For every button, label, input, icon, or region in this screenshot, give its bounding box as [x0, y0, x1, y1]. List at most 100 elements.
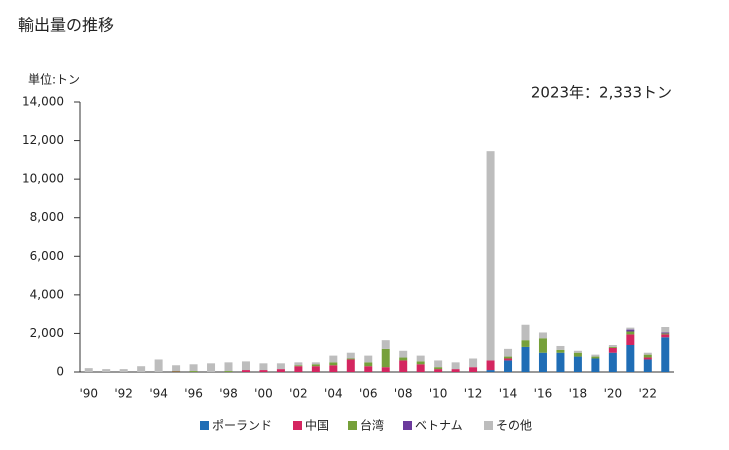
legend-swatch [484, 421, 493, 430]
bar-segment [608, 346, 617, 348]
bar-segment [329, 355, 338, 363]
legend-label: ポーランド [212, 419, 272, 433]
x-tick-label: '92 [114, 387, 133, 401]
y-tick-label: 10,000 [22, 172, 64, 186]
bar-segment [573, 356, 582, 372]
bar-segment [643, 357, 652, 360]
bar-segment [434, 367, 443, 370]
x-tick-label: '12 [464, 387, 483, 401]
bar-segment [416, 364, 425, 372]
legend-swatch [293, 421, 302, 430]
bar-segment [346, 359, 355, 372]
bar-segment [294, 366, 303, 372]
bar-segment [591, 356, 600, 359]
bar-segment [259, 370, 268, 372]
bar-segment [189, 371, 198, 372]
bar-segment [172, 365, 181, 372]
bar-segment [608, 347, 617, 353]
bar-segment [469, 367, 478, 372]
bar-segment [538, 332, 547, 339]
legend-swatch [403, 421, 412, 430]
bar-segment [84, 368, 93, 372]
x-tick-label: '10 [429, 387, 448, 401]
bar-segment [643, 359, 652, 372]
bar-segment [346, 358, 355, 360]
y-tick-label: 4,000 [30, 287, 64, 301]
y-tick-label: 0 [56, 365, 64, 379]
bar-segment [381, 367, 390, 372]
bar-segment [608, 352, 617, 372]
x-tick-label: '02 [289, 387, 308, 401]
bar-segment [626, 329, 635, 332]
bar-segment [486, 151, 495, 361]
bar-segment [364, 366, 373, 372]
bar-segment [504, 348, 513, 357]
bar-segment [364, 362, 373, 367]
unit-label: 単位:トン [28, 72, 80, 87]
bar-segment [556, 345, 565, 350]
bar-segment [294, 362, 303, 366]
bar-segment [486, 370, 495, 372]
bar-segment [416, 361, 425, 365]
bar-segment [311, 366, 320, 372]
bar-segment [504, 358, 513, 361]
bar-segment [626, 327, 635, 330]
legend-label: 中国 [305, 418, 329, 433]
y-tick-label: 2,000 [30, 326, 64, 340]
bar-segment [154, 359, 163, 372]
x-tick-label: '14 [499, 387, 518, 401]
x-tick-label: '06 [359, 387, 378, 401]
x-tick-label: '00 [254, 387, 273, 401]
bar-segment [189, 364, 198, 372]
bar-segment [643, 354, 652, 358]
bar-segment [276, 369, 285, 372]
bar-segment [556, 352, 565, 372]
bar-segment [119, 369, 128, 372]
x-tick-label: '22 [639, 387, 658, 401]
bar-segment [399, 360, 408, 372]
bar-segment [556, 349, 565, 353]
bar-segment [329, 365, 338, 372]
x-tick-label: '04 [324, 387, 343, 401]
bar-segment [608, 345, 617, 347]
bar-segment [311, 364, 320, 367]
bar-segment [294, 365, 303, 367]
bar-segment [434, 369, 443, 372]
y-tick-label: 14,000 [22, 95, 64, 109]
x-tick-label: '08 [394, 387, 413, 401]
bar-segment [241, 361, 250, 371]
y-tick-label: 12,000 [22, 133, 64, 147]
annotation: 2023年：2,333トン [531, 84, 672, 102]
bar-segment [469, 358, 478, 368]
bar-segment [573, 352, 582, 357]
bar-segment [102, 369, 111, 372]
bar-segment [311, 362, 320, 365]
bar-segment [381, 348, 390, 368]
chart-title: 輸出量の推移 [18, 16, 114, 35]
legend-label: ベトナム [415, 419, 463, 433]
bar-segment [661, 332, 670, 334]
bar-segment [521, 340, 530, 347]
bar-segment [626, 331, 635, 335]
bar-segment [329, 362, 338, 366]
bar-segment [276, 363, 285, 370]
bar-segment [451, 369, 460, 372]
bar-segment [451, 362, 460, 370]
bar-segment [661, 334, 670, 338]
y-tick-label: 6,000 [30, 249, 64, 263]
bar-segment [346, 352, 355, 359]
bar-segment [207, 363, 216, 372]
bar-segment [661, 337, 670, 372]
bar-segment [538, 338, 547, 353]
bar-segment [661, 327, 670, 333]
bar-segment [137, 366, 146, 372]
bar-segment [504, 356, 513, 359]
x-tick-label: '98 [219, 387, 238, 401]
bar-segment [434, 360, 443, 368]
x-tick-label: '16 [534, 387, 553, 401]
x-tick-label: '20 [604, 387, 623, 401]
legend-swatch [200, 421, 209, 430]
x-tick-label: '90 [79, 387, 98, 401]
